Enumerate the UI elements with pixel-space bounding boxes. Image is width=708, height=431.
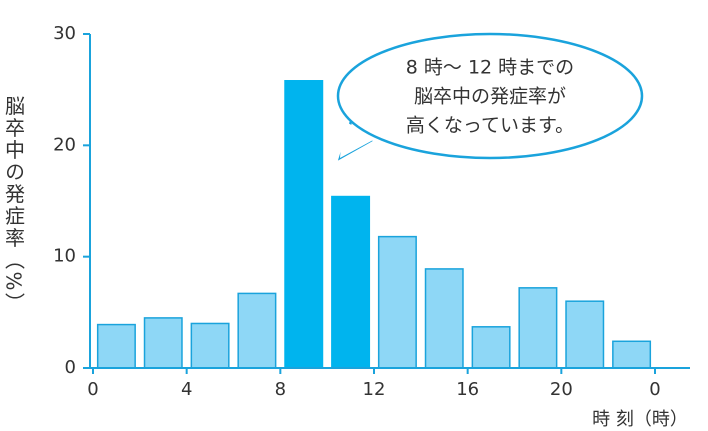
bar: [377, 235, 417, 369]
annotation-line: 8 時～ 12 時までの: [406, 57, 574, 79]
x-tick-label: 8: [275, 379, 286, 400]
bar: [284, 80, 324, 369]
bar: [237, 292, 277, 369]
bar: [471, 326, 511, 369]
y-tick-label: 20: [53, 134, 76, 155]
x-tick-label: 20: [550, 379, 573, 400]
bar: [518, 287, 558, 369]
bar: [565, 300, 605, 369]
y-tick-label: 30: [53, 23, 76, 44]
x-tick-label: 4: [181, 379, 192, 400]
x-axis-label: 時 刻（時）: [592, 409, 688, 430]
y-axis-label: 脳卒中の発症率（%）: [2, 95, 26, 314]
callout-bubble: [336, 32, 644, 160]
x-tick-label: 0: [649, 379, 660, 400]
y-tick-label: 0: [65, 357, 76, 378]
x-tick-label: 0: [87, 379, 98, 400]
callout: [336, 32, 644, 161]
x-tick-label: 12: [363, 379, 386, 400]
bar: [424, 268, 464, 369]
callout-join: [340, 120, 375, 158]
bar: [190, 322, 230, 369]
annotation-line: 脳卒中の発症率が: [414, 86, 566, 108]
annotation-line: 高くなっています。: [406, 115, 574, 137]
bar: [331, 195, 371, 369]
bar: [612, 340, 652, 369]
bar: [96, 323, 136, 369]
y-tick-label: 10: [53, 246, 76, 267]
x-tick-label: 16: [456, 379, 479, 400]
bar: [143, 317, 183, 369]
